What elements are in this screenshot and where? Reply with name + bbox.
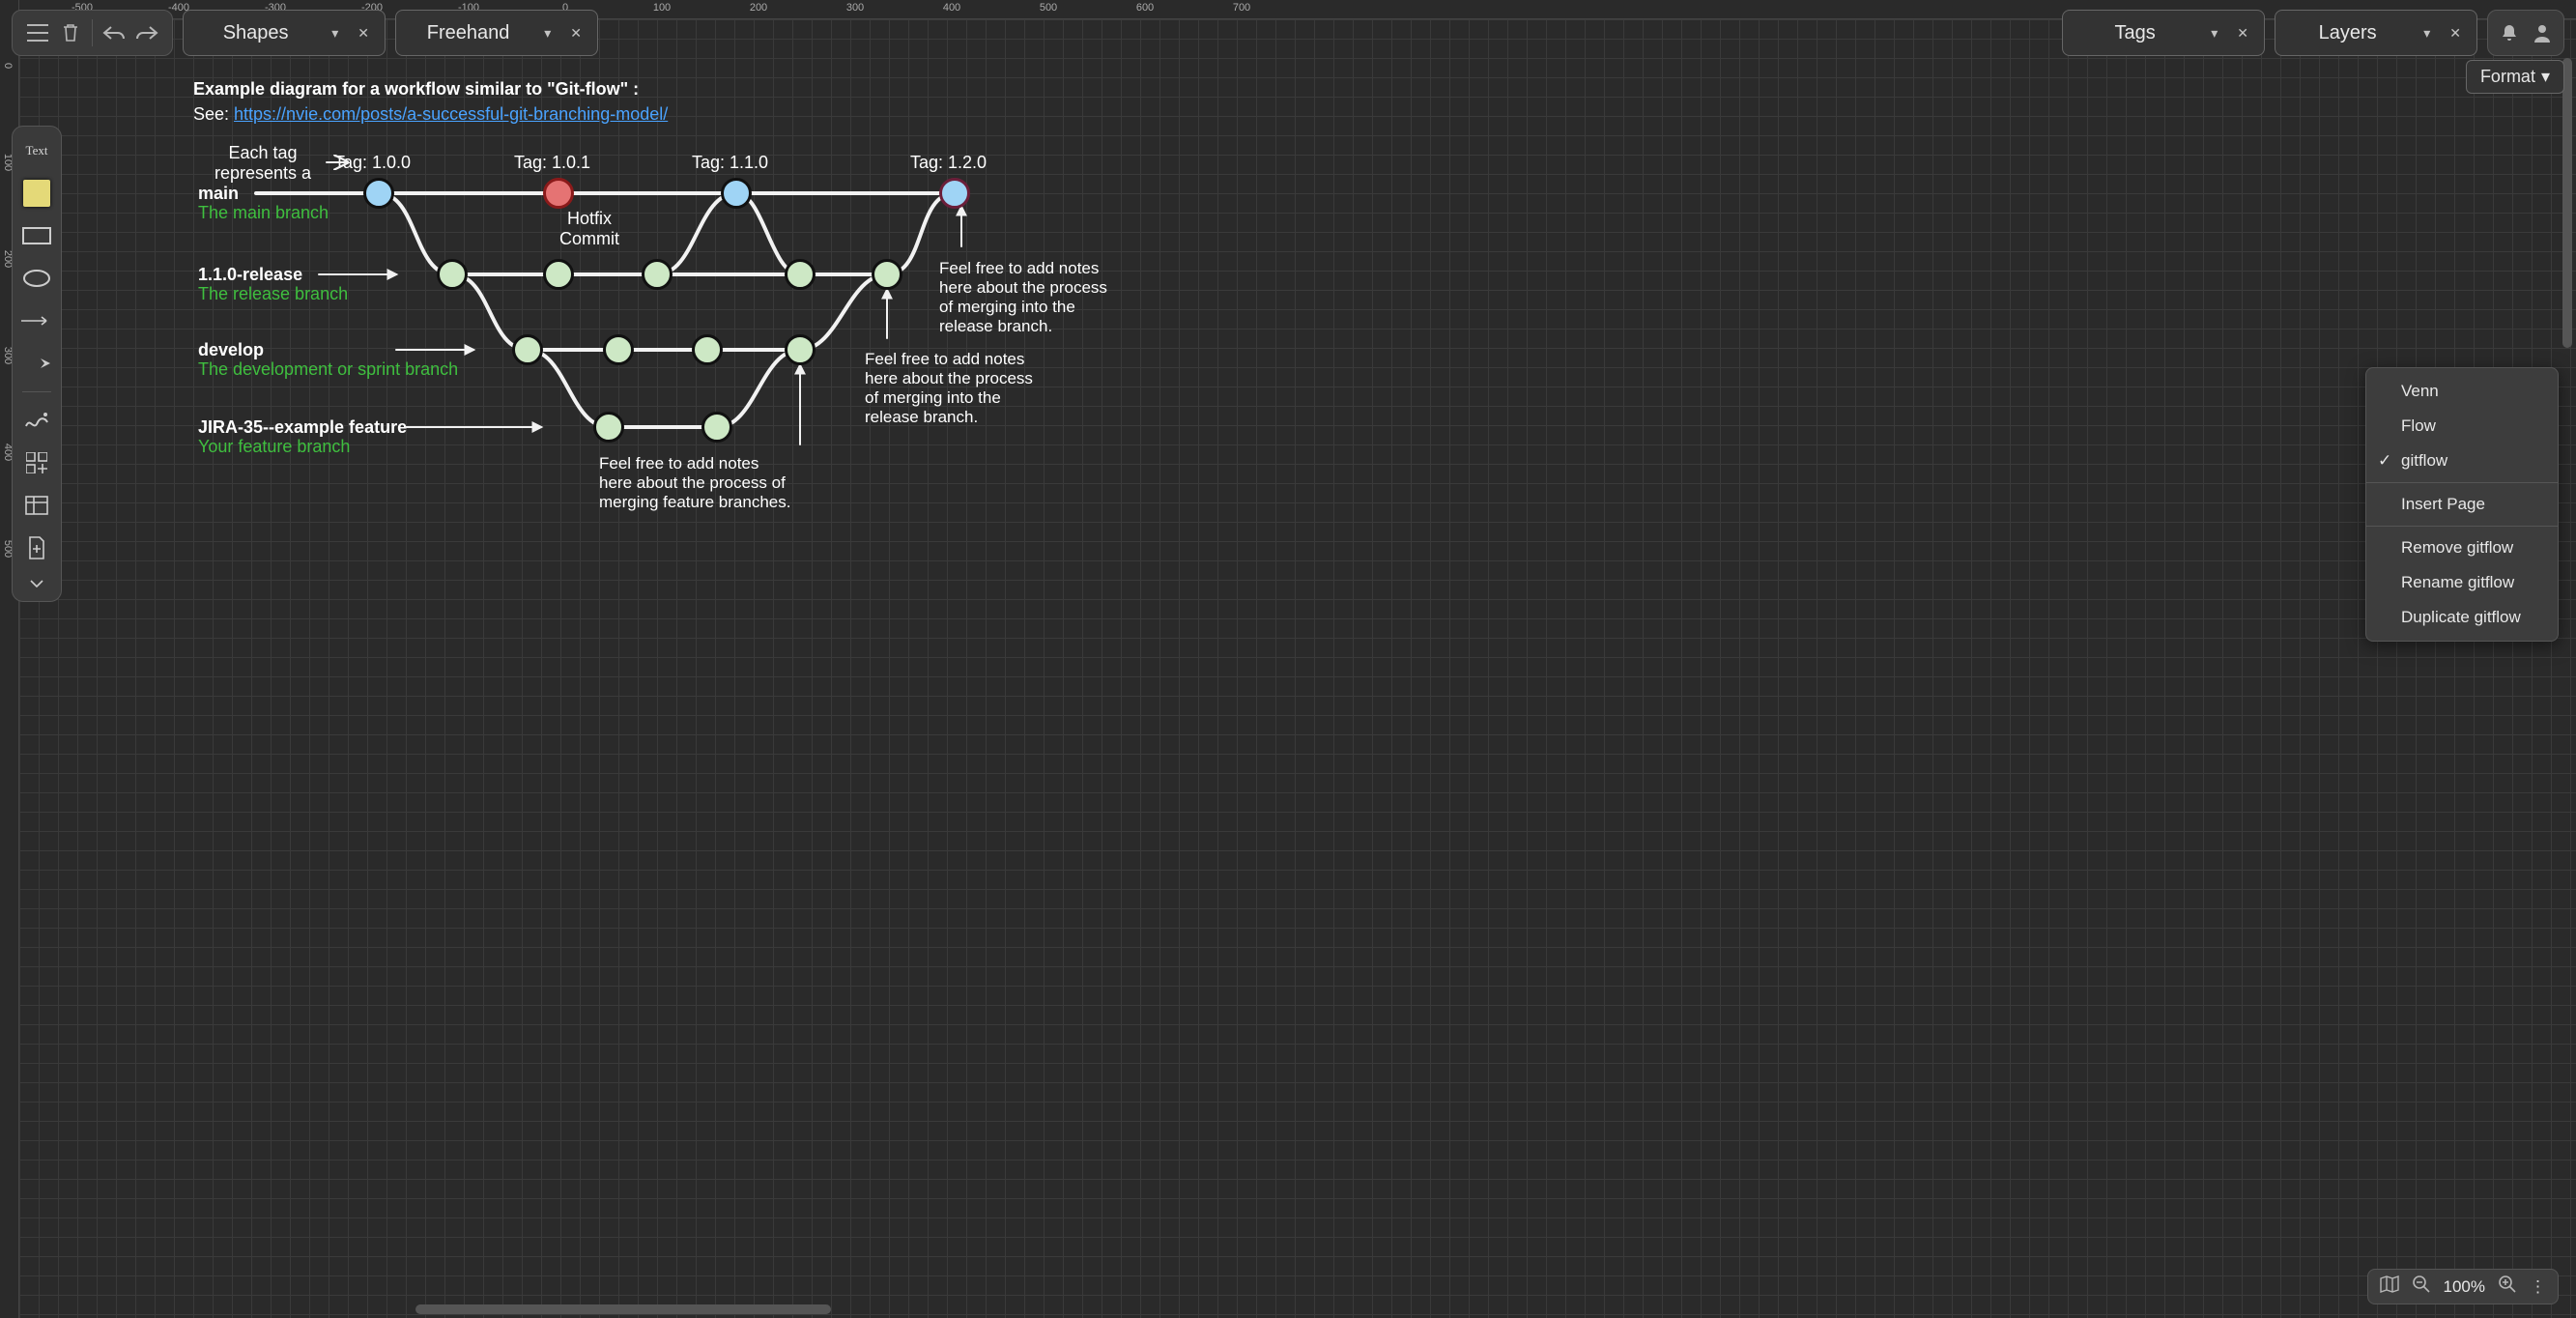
tool-new-page[interactable] [19, 533, 54, 562]
tool-rectangle[interactable] [19, 221, 54, 250]
selector-layers[interactable]: Layers ▾ ✕ [2275, 10, 2477, 56]
status-bar: 100% ⋮ [2367, 1269, 2559, 1304]
horizontal-scrollbar[interactable] [415, 1304, 831, 1314]
ctx-separator [2366, 526, 2558, 527]
close-icon[interactable]: ✕ [354, 25, 373, 42]
tool-sticky-note[interactable] [19, 179, 54, 208]
toolbar-divider [92, 19, 93, 46]
toolbar-user-group [2487, 10, 2564, 56]
ctx-action[interactable]: Duplicate gitflow [2366, 600, 2558, 635]
selector-label: Shapes [195, 22, 316, 44]
bell-icon[interactable] [2498, 21, 2521, 44]
ctx-page-item[interactable]: Flow [2366, 409, 2558, 444]
diagram-label: See: https://nvie.com/posts/a-successful… [193, 104, 668, 125]
format-label: Format [2480, 67, 2535, 87]
tool-text[interactable]: Text [19, 136, 54, 165]
tool-ellipse[interactable] [19, 264, 54, 293]
close-icon[interactable]: ✕ [566, 25, 586, 42]
tool-shapes-grid[interactable] [19, 448, 54, 477]
format-button[interactable]: Format ▾ [2466, 60, 2564, 94]
ctx-separator [2366, 482, 2558, 483]
canvas-grid[interactable] [0, 0, 2576, 1318]
top-toolbar: Shapes ▾ ✕ Freehand ▾ ✕ Tags ▾ ✕ Layers … [12, 10, 2564, 56]
selector-label: Tags [2075, 22, 2195, 44]
trash-icon[interactable] [59, 21, 82, 44]
user-icon[interactable] [2531, 21, 2554, 44]
zoom-level: 100% [2444, 1277, 2485, 1297]
ctx-action[interactable]: Remove gitflow [2366, 530, 2558, 565]
ctx-page-item[interactable]: gitflow [2366, 444, 2558, 478]
selector-label: Layers [2287, 22, 2408, 44]
ctx-page-item[interactable]: Venn [2366, 374, 2558, 409]
chevron-down-icon[interactable]: ▾ [540, 25, 555, 42]
undo-icon[interactable] [102, 21, 126, 44]
ctx-action[interactable]: Rename gitflow [2366, 565, 2558, 600]
tool-thick-arrow[interactable] [19, 349, 54, 378]
more-icon[interactable]: ⋮ [2530, 1277, 2546, 1297]
ctx-insert-page[interactable]: Insert Page [2366, 487, 2558, 522]
redo-icon[interactable] [135, 21, 158, 44]
selector-label: Freehand [408, 22, 529, 44]
selector-shapes[interactable]: Shapes ▾ ✕ [183, 10, 386, 56]
tool-freehand[interactable] [19, 406, 54, 435]
chevron-down-icon[interactable]: ▾ [328, 25, 342, 42]
zoom-out-icon[interactable] [2413, 1275, 2430, 1298]
zoom-in-icon[interactable] [2499, 1275, 2516, 1298]
chevron-down-icon[interactable]: ▾ [2207, 25, 2221, 42]
close-icon[interactable]: ✕ [2446, 25, 2465, 42]
ruler-tick: 0 [2, 63, 14, 69]
diagram-link[interactable]: https://nvie.com/posts/a-successful-git-… [234, 104, 668, 124]
selector-tags[interactable]: Tags ▾ ✕ [2062, 10, 2265, 56]
tool-more[interactable] [19, 576, 54, 591]
left-tool-panel: Text [12, 126, 62, 602]
tool-table[interactable] [19, 491, 54, 520]
vertical-scrollbar[interactable] [2562, 58, 2572, 348]
chevron-down-icon: ▾ [2541, 67, 2550, 87]
toolpanel-separator [22, 391, 51, 392]
map-icon[interactable] [2380, 1275, 2399, 1298]
toolbar-main-group [12, 10, 173, 56]
tool-line-arrow[interactable] [19, 306, 54, 335]
selector-freehand[interactable]: Freehand ▾ ✕ [395, 10, 598, 56]
hamburger-icon[interactable] [26, 21, 49, 44]
page-context-menu: VennFlowgitflow Insert Page Remove gitflow… [2365, 367, 2559, 642]
chevron-down-icon[interactable]: ▾ [2419, 25, 2434, 42]
close-icon[interactable]: ✕ [2233, 25, 2252, 42]
